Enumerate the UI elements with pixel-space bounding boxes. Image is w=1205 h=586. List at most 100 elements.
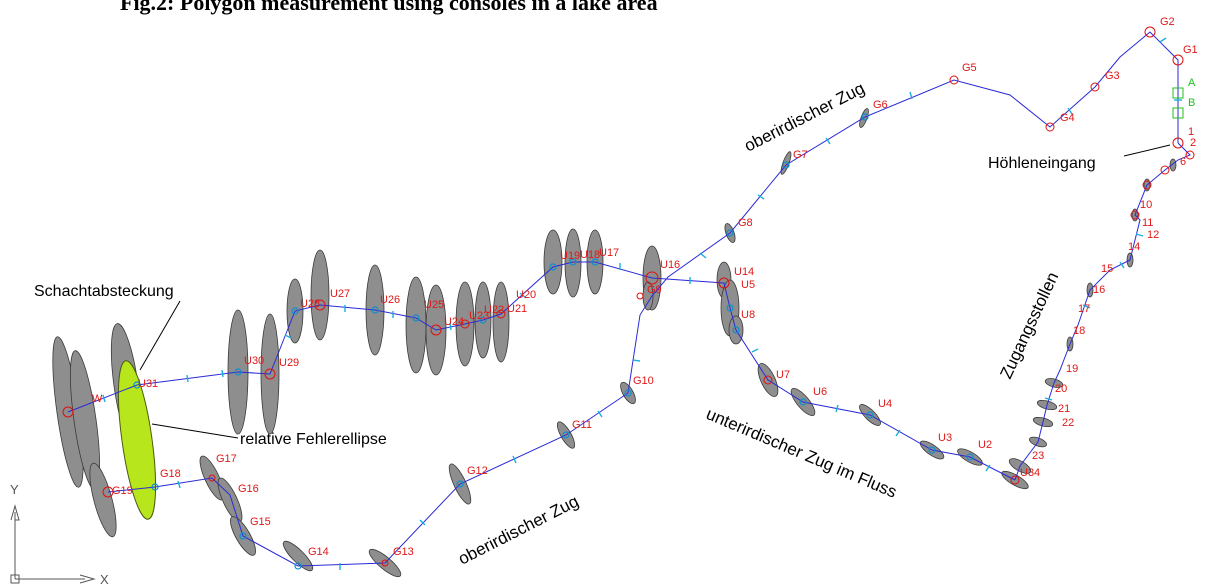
surface-traverse-label-top: oberirdischer Zug [741,79,867,156]
reference-markers: A B [1172,77,1196,119]
station-marker [799,398,807,406]
station-label: 6 [1180,156,1186,168]
station-label: G5 [962,62,977,74]
marker-b-box [1172,107,1184,119]
station-label: U30 [244,355,264,367]
error-ellipse [89,462,117,538]
station-marker [460,319,470,329]
error-ellipse [282,540,314,572]
station-label: U24 [444,316,464,328]
station-marker [1090,82,1100,92]
station-marker [1160,165,1170,175]
station-marker [430,324,442,336]
station-label: W [92,393,103,405]
station-marker [479,316,487,324]
station-marker [239,532,247,540]
station-label: G1 [1183,44,1198,56]
access-tunnel-label: Zugangsstollen [996,269,1062,382]
station-label: G12 [467,465,488,477]
station-marker [636,292,644,300]
station-label: U25 [424,299,444,311]
station-marker [866,411,874,419]
station-label: U28 [300,298,320,310]
station-label: U29 [279,357,299,369]
station-label: U7 [776,369,790,381]
station-label: U4 [878,398,892,410]
station-label: U18 [580,249,600,261]
station-label: G3 [1105,70,1120,82]
station-label: U31 [138,378,158,390]
station-label: G6 [873,99,888,111]
station-marker [928,446,936,454]
station-label: G19 [112,485,133,497]
surface-traverse-label-bottom: oberirdischer Zug [455,492,581,569]
station-label: 11 [1142,217,1153,229]
station-label: G15 [250,516,271,528]
station-marker [412,314,420,322]
station-marker [234,368,242,376]
station-marker [1130,210,1140,220]
station-marker [1185,150,1195,160]
error-ellipse [310,249,330,341]
station-label: 16 [1093,284,1105,296]
access-tunnel [1014,142,1191,481]
station-label: U3 [938,432,952,444]
station-label: G4 [1060,112,1075,124]
station-marker [62,406,74,418]
station-label: U6 [813,386,827,398]
station-label: 15 [1101,263,1113,275]
station-label: 21 [1058,403,1070,415]
station-label: U8 [741,309,755,321]
station-marker [645,271,659,285]
station-label: U21 [507,303,527,315]
station-label: 23 [1032,450,1044,462]
station-marker [726,304,734,312]
coordinate-axes: Y X [10,482,109,586]
station-marker [264,368,276,380]
station-label: G11 [572,419,592,431]
annotations: oberirdischer Zug oberirdischer Zug unte… [34,79,1171,569]
station-labels: G1 G2 G3 G4 G5 G6 G7 G8 G9 G10 G11 G12 G… [92,16,1198,558]
x-axis-label: X [100,572,109,586]
station-label: 10 [1140,199,1152,211]
station-label: 22 [1062,417,1074,429]
traverse-routes [67,31,1191,567]
station-marker [562,431,570,439]
station-label: 18 [1073,325,1085,337]
station-label: G10 [633,375,654,387]
station-marker [1010,475,1020,485]
stations [62,26,1195,570]
station-marker [456,480,464,488]
station-label: G8 [738,217,753,229]
station-label: 12 [1147,229,1159,241]
station-label: U16 [660,259,680,271]
station-label: 17 [1078,303,1090,315]
station-label: U5 [741,279,755,291]
station-marker [208,474,216,482]
error-ellipse [492,281,510,363]
marker-a-label: A [1188,77,1196,89]
station-marker [381,559,389,567]
station-marker [1144,26,1156,38]
station-marker [861,113,869,121]
station-label: G14 [308,546,329,558]
error-ellipse-leader [151,423,239,439]
relative-error-ellipse [117,360,157,520]
station-label: G13 [393,546,414,558]
station-marker [133,381,141,389]
station-marker [782,161,790,169]
error-ellipses [52,108,1177,578]
error-ellipse [405,276,427,374]
station-marker [1142,180,1152,190]
marker-a-box [1172,87,1184,99]
station-marker [718,277,730,289]
shaft-staking-leader [139,300,181,371]
station-marker [294,562,302,570]
station-marker [732,326,740,334]
station-marker [624,389,632,397]
station-label: 1 [1188,126,1194,138]
shaft-staking-label: Schachtabsteckung [34,283,174,300]
y-axis-label: Y [10,482,19,497]
axis-origin [10,574,20,584]
station-marker [966,453,974,461]
